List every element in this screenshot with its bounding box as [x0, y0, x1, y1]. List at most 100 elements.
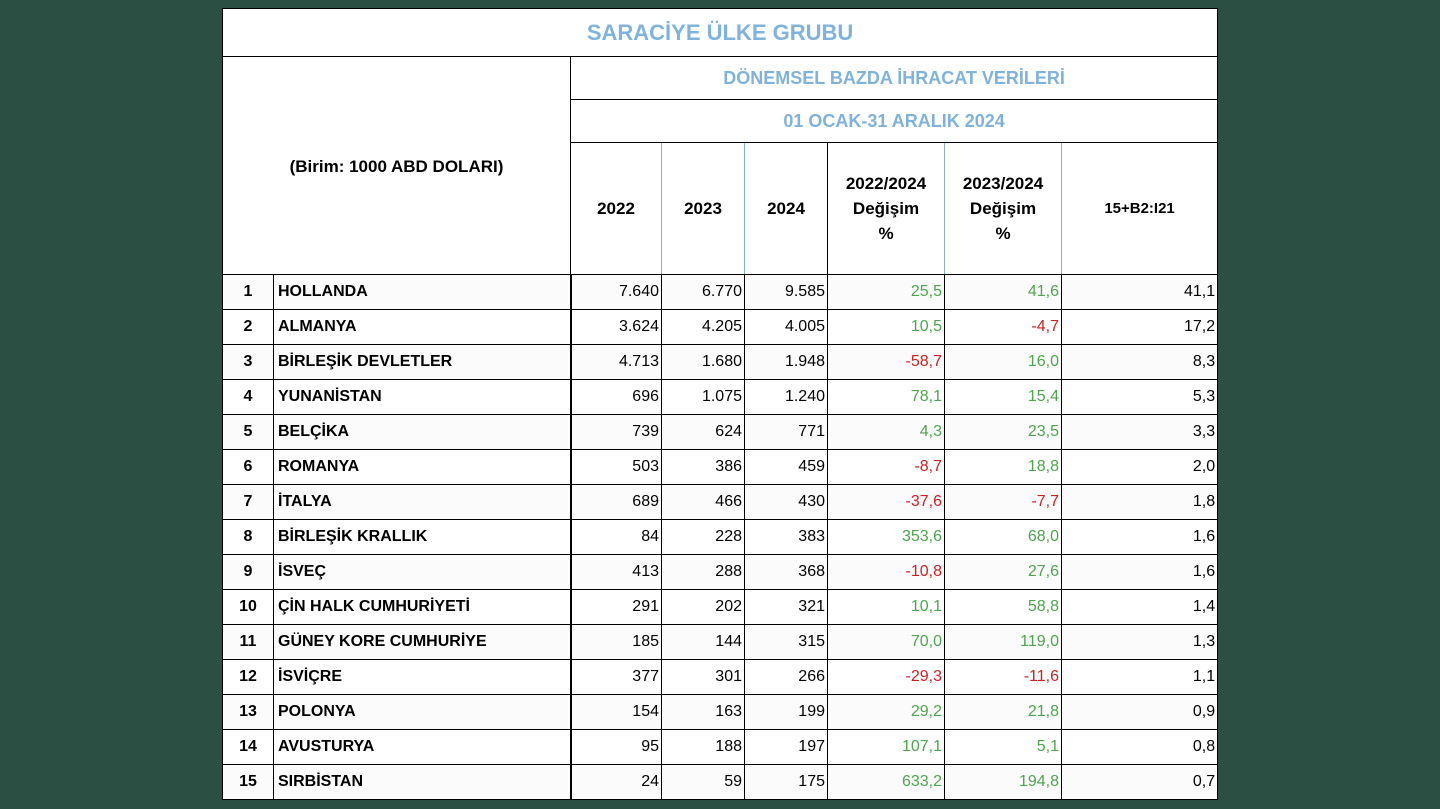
table-body: 1 HOLLANDA 7.640 6.770 9.585 25,5 41,6 41,1 2 ALM…	[222, 274, 1219, 800]
table-row: 7 İTALYA 689 466 430 -37,6 -7,7 1,8	[222, 484, 1219, 520]
row-value-2022: 696	[570, 379, 662, 415]
row-country: ALMANYA	[273, 309, 572, 345]
row-rank: 15	[222, 764, 274, 800]
row-rank: 3	[222, 344, 274, 380]
row-country: BELÇİKA	[273, 414, 572, 450]
row-value-2023: 163	[661, 694, 745, 730]
row-country: POLONYA	[273, 694, 572, 730]
row-value-2022: 24	[570, 764, 662, 800]
row-change-2022-2024: 107,1	[827, 729, 945, 765]
row-value-2024: 1.948	[744, 344, 828, 380]
row-value-2024: 459	[744, 449, 828, 485]
table-row: 8 BİRLEŞİK KRALLIK 84 228 383 353,6 68,0 1,6	[222, 519, 1219, 555]
row-value-2023: 59	[661, 764, 745, 800]
row-value-2024: 199	[744, 694, 828, 730]
row-change-2023-2024: 41,6	[944, 274, 1062, 310]
row-share: 1,3	[1060, 624, 1219, 660]
table-row: 5 BELÇİKA 739 624 771 4,3 23,5 3,3	[222, 414, 1219, 450]
col-header-change-2022-2024: 2022/2024 Değişim%	[827, 142, 945, 275]
row-value-2023: 1.075	[661, 379, 745, 415]
row-value-2024: 315	[744, 624, 828, 660]
row-change-2022-2024: 29,2	[827, 694, 945, 730]
row-change-2023-2024: 68,0	[944, 519, 1062, 555]
row-rank: 2	[222, 309, 274, 345]
row-change-2023-2024: 16,0	[944, 344, 1062, 380]
row-value-2022: 95	[570, 729, 662, 765]
table-row: 11 GÜNEY KORE CUMHURİYE 185 144 315 70,0 119,0…	[222, 624, 1219, 660]
row-change-2022-2024: 4,3	[827, 414, 945, 450]
row-share: 17,2	[1060, 309, 1219, 345]
row-value-2022: 7.640	[570, 274, 662, 310]
row-country: İTALYA	[273, 484, 572, 520]
row-share: 0,9	[1060, 694, 1219, 730]
row-value-2023: 202	[661, 589, 745, 625]
row-value-2024: 1.240	[744, 379, 828, 415]
row-value-2023: 188	[661, 729, 745, 765]
row-country: YUNANİSTAN	[273, 379, 572, 415]
row-value-2023: 6.770	[661, 274, 745, 310]
row-rank: 14	[222, 729, 274, 765]
row-value-2022: 154	[570, 694, 662, 730]
table-row: 12 İSVİÇRE 377 301 266 -29,3 -11,6 1,1	[222, 659, 1219, 695]
row-rank: 8	[222, 519, 274, 555]
col-header-2023: 2023	[661, 142, 745, 275]
row-value-2023: 624	[661, 414, 745, 450]
row-country: ROMANYA	[273, 449, 572, 485]
row-change-2022-2024: 25,5	[827, 274, 945, 310]
table-row: 4 YUNANİSTAN 696 1.075 1.240 78,1 15,4 5,3	[222, 379, 1219, 415]
table-row: 9 İSVEÇ 413 288 368 -10,8 27,6 1,6	[222, 554, 1219, 590]
row-change-2023-2024: 194,8	[944, 764, 1062, 800]
table-row: 2 ALMANYA 3.624 4.205 4.005 10,5 -4,7 17,2	[222, 309, 1219, 345]
table-row: 10 ÇİN HALK CUMHURİYETİ 291 202 321 10,1 58,8 1…	[222, 589, 1219, 625]
row-change-2022-2024: 78,1	[827, 379, 945, 415]
row-change-2023-2024: 27,6	[944, 554, 1062, 590]
export-table: SARACİYE ÜLKE GRUBU (Birim: 1000 ABD DOL…	[221, 8, 1219, 800]
table-subtitle: DÖNEMSEL BAZDA İHRACAT VERİLERİ	[569, 56, 1219, 100]
row-value-2023: 4.205	[661, 309, 745, 345]
row-change-2023-2024: 58,8	[944, 589, 1062, 625]
row-change-2023-2024: 23,5	[944, 414, 1062, 450]
row-value-2022: 291	[570, 589, 662, 625]
row-value-2024: 9.585	[744, 274, 828, 310]
row-country: İSVİÇRE	[273, 659, 572, 695]
row-change-2022-2024: 10,5	[827, 309, 945, 345]
row-value-2023: 386	[661, 449, 745, 485]
row-value-2024: 430	[744, 484, 828, 520]
row-rank: 12	[222, 659, 274, 695]
row-share: 3,3	[1060, 414, 1219, 450]
row-share: 5,3	[1060, 379, 1219, 415]
row-change-2022-2024: 10,1	[827, 589, 945, 625]
table-row: 15 SIRBİSTAN 24 59 175 633,2 194,8 0,7	[222, 764, 1219, 800]
row-change-2023-2024: 18,8	[944, 449, 1062, 485]
row-value-2023: 144	[661, 624, 745, 660]
row-country: GÜNEY KORE CUMHURİYE	[273, 624, 572, 660]
row-change-2023-2024: -4,7	[944, 309, 1062, 345]
row-share: 0,7	[1060, 764, 1219, 800]
row-value-2022: 689	[570, 484, 662, 520]
row-rank: 4	[222, 379, 274, 415]
row-country: BİRLEŞİK KRALLIK	[273, 519, 572, 555]
row-value-2024: 175	[744, 764, 828, 800]
table-row: 1 HOLLANDA 7.640 6.770 9.585 25,5 41,6 41,1	[222, 274, 1219, 310]
row-value-2022: 413	[570, 554, 662, 590]
col-header-2022: 2022	[570, 142, 662, 275]
row-value-2023: 466	[661, 484, 745, 520]
row-rank: 13	[222, 694, 274, 730]
row-value-2024: 771	[744, 414, 828, 450]
row-value-2023: 288	[661, 554, 745, 590]
row-share: 1,6	[1060, 519, 1219, 555]
row-change-2022-2024: 70,0	[827, 624, 945, 660]
table-row: 14 AVUSTURYA 95 188 197 107,1 5,1 0,8	[222, 729, 1219, 765]
row-rank: 7	[222, 484, 274, 520]
col-header-2024: 2024	[744, 142, 828, 275]
table-row: 13 POLONYA 154 163 199 29,2 21,8 0,9	[222, 694, 1219, 730]
row-value-2024: 383	[744, 519, 828, 555]
row-value-2022: 4.713	[570, 344, 662, 380]
row-country: HOLLANDA	[273, 274, 572, 310]
row-country: SIRBİSTAN	[273, 764, 572, 800]
table-row: 3 BİRLEŞİK DEVLETLER 4.713 1.680 1.948 -58,7 1…	[222, 344, 1219, 380]
row-country: İSVEÇ	[273, 554, 572, 590]
row-country: BİRLEŞİK DEVLETLER	[273, 344, 572, 380]
table-title: SARACİYE ÜLKE GRUBU	[221, 8, 1219, 57]
row-change-2022-2024: 353,6	[827, 519, 945, 555]
